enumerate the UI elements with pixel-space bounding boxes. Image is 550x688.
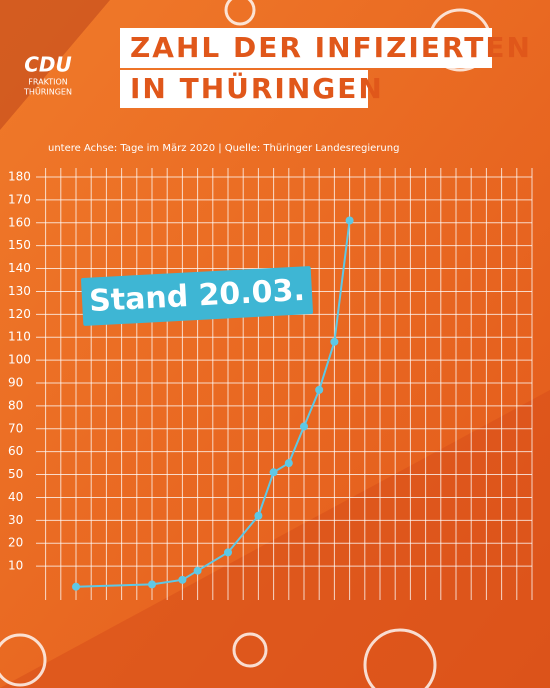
point xyxy=(148,580,156,589)
y-tick-label: 180 xyxy=(8,170,31,184)
point xyxy=(193,566,202,575)
point xyxy=(72,582,80,591)
point xyxy=(254,511,263,520)
y-tick-label: 110 xyxy=(8,330,31,344)
y-tick-label: 150 xyxy=(8,238,31,252)
point xyxy=(284,459,293,468)
y-tick-label: 80 xyxy=(8,398,23,412)
logo-name: CDU xyxy=(24,53,72,77)
logo-line: THÜRINGEN xyxy=(23,87,72,97)
title: IN THÜRINGEN xyxy=(130,71,384,105)
point xyxy=(315,385,324,394)
y-tick-label: 60 xyxy=(8,444,23,458)
logo-corner xyxy=(0,0,110,130)
y-tick-label: 130 xyxy=(8,284,31,298)
point xyxy=(178,575,187,584)
point xyxy=(300,422,308,431)
annotation-badge: Stand 20.03. xyxy=(81,266,313,326)
y-tick-label: 90 xyxy=(8,376,23,390)
background-shade xyxy=(0,390,550,688)
point xyxy=(269,468,278,477)
point xyxy=(345,216,354,225)
y-tick-label: 170 xyxy=(8,192,31,206)
y-tick-label: 100 xyxy=(8,353,31,367)
y-tick-label: 30 xyxy=(8,513,23,527)
title-box xyxy=(120,70,368,108)
y-tick-label: 120 xyxy=(8,307,31,321)
badge-box xyxy=(81,266,313,326)
line xyxy=(75,220,351,588)
y-tick-label: 160 xyxy=(8,215,31,229)
y-tick-label: 70 xyxy=(8,421,23,435)
y-tick-label: 40 xyxy=(8,490,23,504)
logo-line: FRAKTION xyxy=(28,78,67,87)
y-tick-label: 20 xyxy=(8,536,23,550)
point xyxy=(224,548,232,557)
y-tick-label: 140 xyxy=(8,261,31,275)
subtitle: untere Achse: Tage im März 2020 | Quelle… xyxy=(48,143,399,154)
title-box xyxy=(120,28,492,68)
point xyxy=(330,337,339,346)
title: ZAHL DER INFIZIERTEN xyxy=(130,31,532,64)
y-tick-label: 10 xyxy=(8,559,23,573)
y-tick-label: 50 xyxy=(8,467,23,481)
